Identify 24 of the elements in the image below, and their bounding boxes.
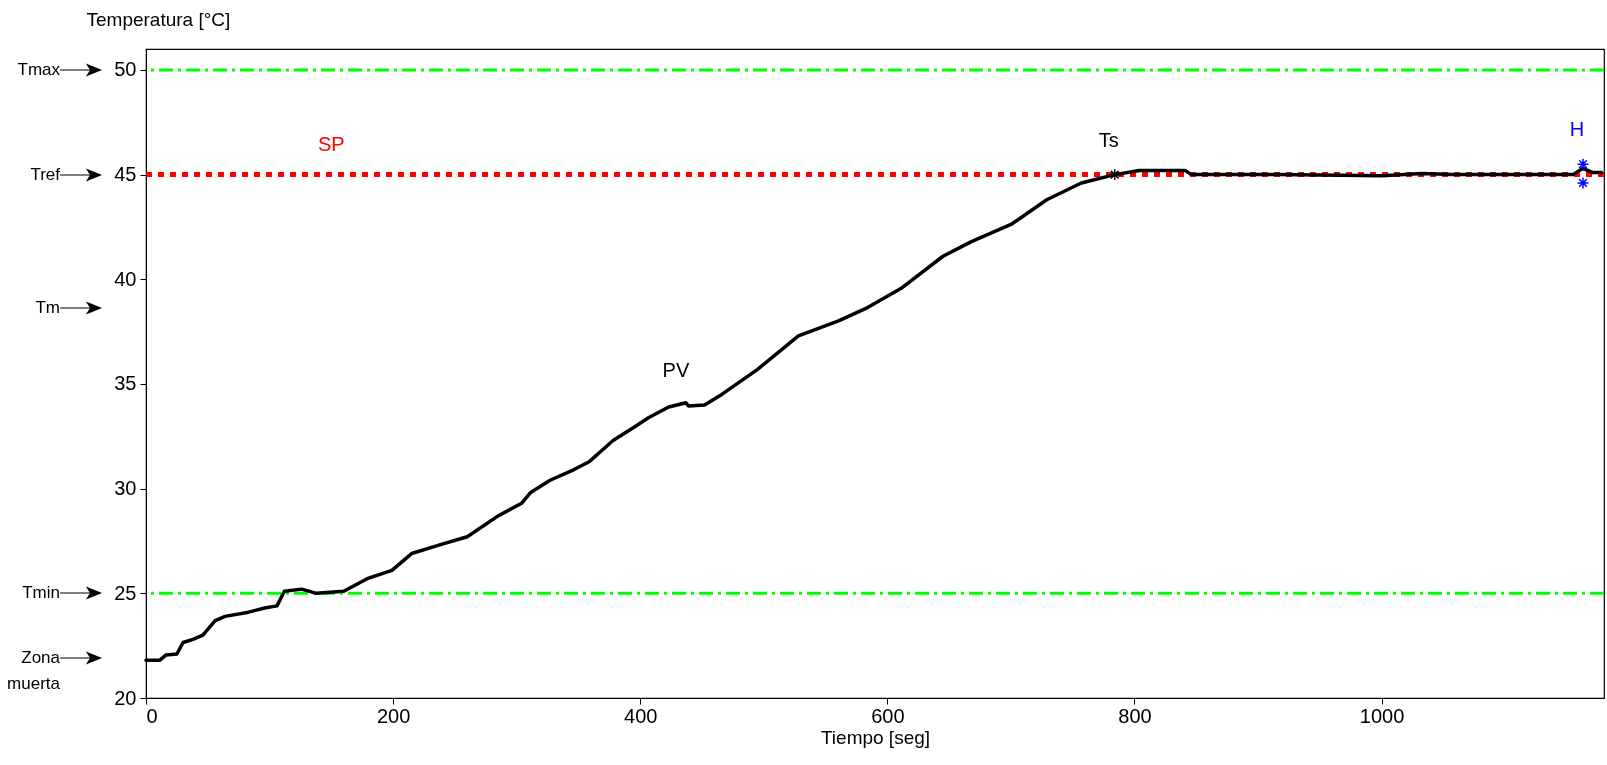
x-tick-label: 0 — [146, 704, 158, 727]
text: Tmin — [22, 583, 60, 602]
series-label: PV — [662, 358, 690, 381]
series-label: Ts — [1098, 128, 1119, 151]
text: Zona muerta — [7, 648, 61, 693]
text: Tmax — [17, 60, 61, 79]
y-axis-title: Temperatura [°C] — [86, 8, 231, 30]
y-tick-label: 25 — [114, 581, 137, 604]
x-tick-label: 1000 — [1359, 704, 1405, 727]
x-tick-label: 400 — [624, 704, 658, 727]
series-label: H — [1569, 118, 1585, 141]
y-tick-label: 50 — [114, 58, 137, 81]
x-tick-label: 800 — [1118, 704, 1152, 727]
y-tick-label: 45 — [114, 163, 137, 186]
annotation: SP — [318, 132, 345, 155]
text: Tref — [30, 165, 61, 184]
text: Tm — [35, 298, 60, 317]
x-tick-label: 200 — [376, 704, 411, 727]
y-tick-label: 40 — [114, 267, 137, 290]
y-tick-label: 20 — [114, 686, 137, 709]
y-tick-label: 30 — [114, 477, 137, 500]
x-tick-label: 600 — [871, 704, 905, 727]
y-tick-label: 35 — [114, 372, 137, 395]
x-axis-title: Tiempo [seg] — [820, 726, 931, 748]
